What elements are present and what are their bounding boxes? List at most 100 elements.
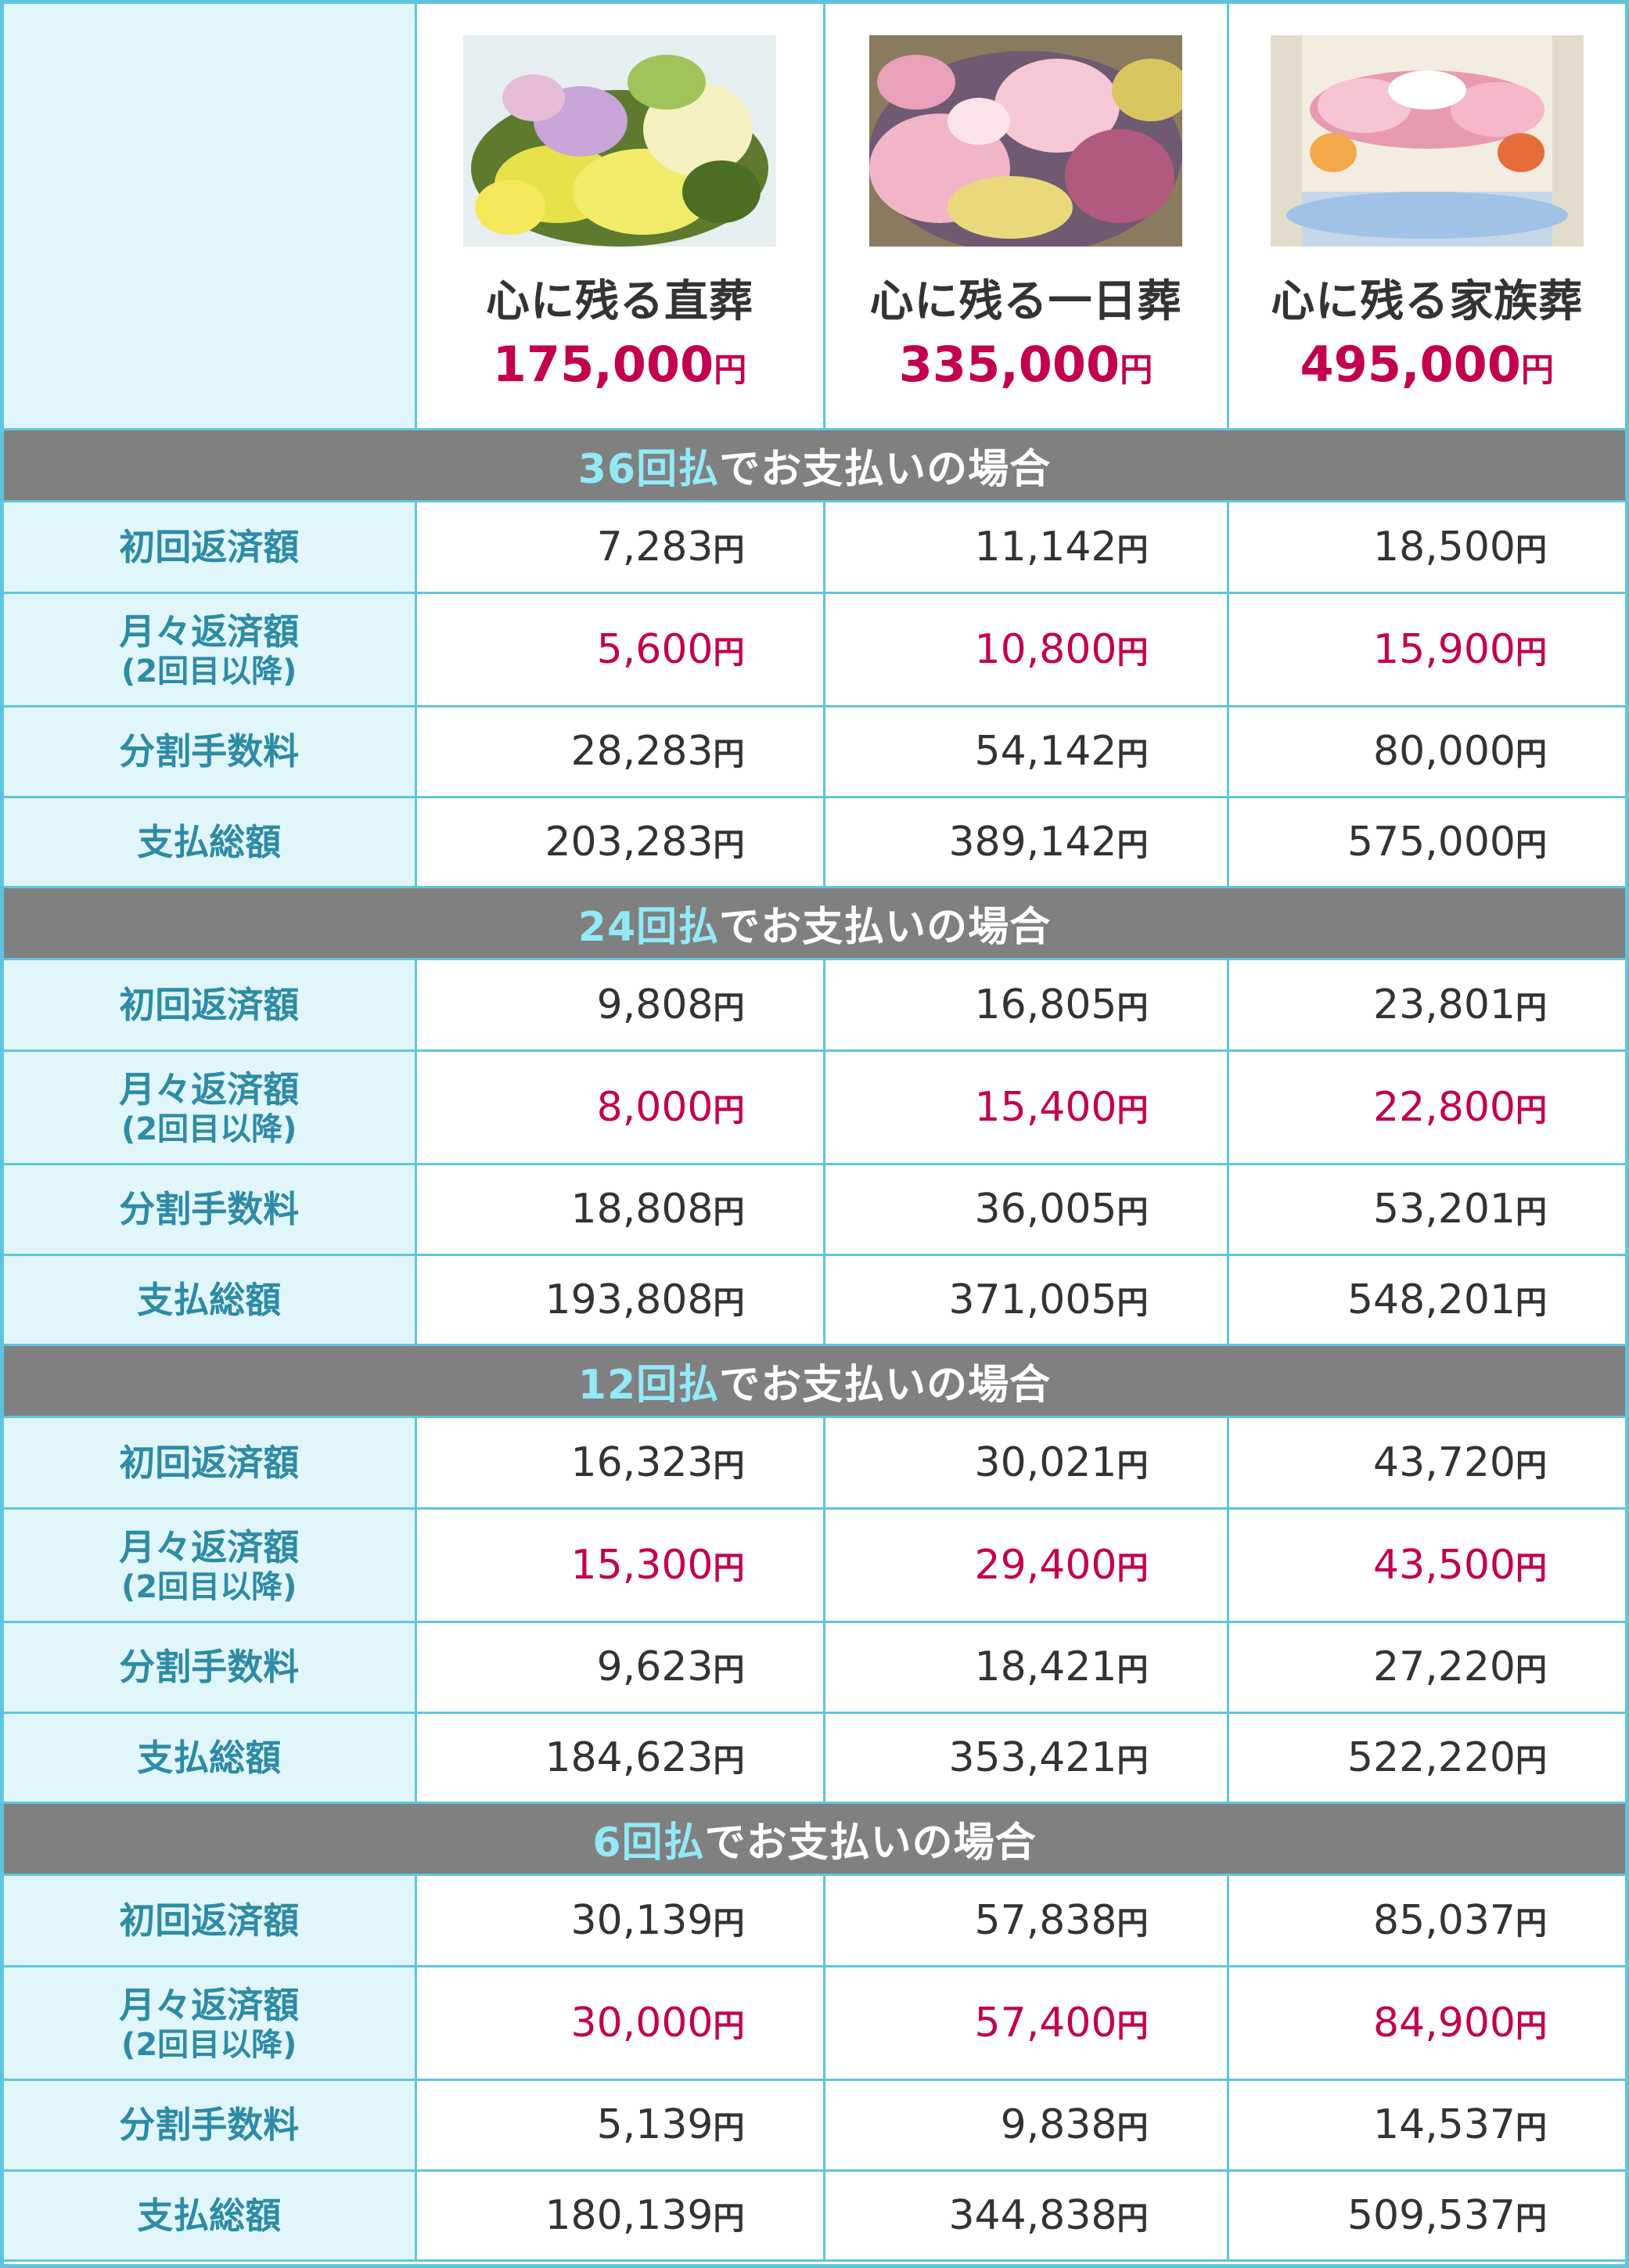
yen-unit: 円 xyxy=(1516,1550,1547,1586)
row-label: 分割手数料 xyxy=(4,1162,417,1256)
section-heading-text: 36回払でお支払いの場合 xyxy=(578,446,1051,493)
row-label-text: 月々返済額 xyxy=(119,1983,300,2026)
amount-value: 15,900 xyxy=(1373,625,1516,673)
yen-unit: 円 xyxy=(713,1742,745,1779)
amount-value: 8,000 xyxy=(596,1083,714,1131)
amount-value: 548,201 xyxy=(1347,1276,1516,1323)
yen-unit: 円 xyxy=(1117,1550,1149,1586)
section-heading: 6回払でお支払いの場合 xyxy=(4,1801,1625,1876)
row-label-subtext: (2回目以降) xyxy=(121,1568,297,1605)
yen-unit: 円 xyxy=(1516,634,1547,671)
yen-unit: 円 xyxy=(713,736,745,772)
amount-cell: 180,139円 xyxy=(414,2169,825,2262)
amount-cell: 54,142円 xyxy=(822,704,1229,798)
amount-cell: 29,400円 xyxy=(822,1507,1229,1623)
table-row-total: 支払総額 180,139円 344,838円 509,537円 xyxy=(4,2169,1625,2262)
row-label-text: 分割手数料 xyxy=(119,730,300,772)
amount-cell: 10,800円 xyxy=(822,591,1229,707)
yen-unit: 円 xyxy=(1117,1652,1149,1688)
amount-value: 23,801 xyxy=(1373,981,1516,1028)
yen-unit: 円 xyxy=(713,2007,745,2044)
amount-cell: 27,220円 xyxy=(1226,1620,1625,1714)
amount-cell: 57,400円 xyxy=(822,1964,1229,2081)
amount-cell: 353,421円 xyxy=(822,1711,1229,1804)
row-label-text: 支払総額 xyxy=(137,1736,282,1779)
row-label: 支払総額 xyxy=(4,1253,417,1346)
plan-photo-chokuso xyxy=(463,35,776,247)
table-row-first: 初回返済額 16,323円 30,021円 43,720円 xyxy=(4,1415,1625,1510)
yen-unit: 円 xyxy=(713,1550,745,1586)
row-label-subtext: (2回目以降) xyxy=(121,653,297,689)
amount-value: 9,623 xyxy=(596,1643,714,1690)
amount-value: 344,838 xyxy=(948,2191,1117,2239)
section-heading-suffix: でお支払いの場合 xyxy=(719,1361,1052,1409)
plan-column-header: 心に残る一日葬 335,000円 xyxy=(822,4,1229,430)
plan-price: 335,000円 xyxy=(898,336,1153,393)
installment-count: 6回払 xyxy=(592,1819,705,1867)
amount-cell: 15,400円 xyxy=(822,1049,1229,1165)
yen-unit: 円 xyxy=(1516,531,1547,568)
amount-cell: 22,800円 xyxy=(1226,1049,1625,1165)
row-label: 初回返済額 xyxy=(4,499,417,594)
yen-unit: 円 xyxy=(1516,989,1547,1026)
row-label-text: 月々返済額 xyxy=(119,610,300,653)
amount-cell: 53,201円 xyxy=(1226,1162,1625,1256)
amount-cell: 11,142円 xyxy=(822,499,1229,594)
row-label-text: 支払総額 xyxy=(137,1278,282,1321)
installment-comparison-table: 心に残る直葬 175,000円 心に残る一日 xyxy=(4,4,1625,2262)
amount-value: 11,142 xyxy=(974,523,1117,571)
amount-value: 7,283 xyxy=(596,523,714,571)
amount-cell: 16,323円 xyxy=(414,1415,825,1510)
yen-unit: 円 xyxy=(1516,2007,1547,2044)
table-row-total: 支払総額 184,623円 353,421円 522,220円 xyxy=(4,1711,1625,1804)
amount-value: 16,805 xyxy=(974,981,1117,1028)
yen-unit: 円 xyxy=(1117,1447,1149,1484)
amount-cell: 15,300円 xyxy=(414,1507,825,1623)
amount-cell: 15,900円 xyxy=(1226,591,1625,707)
installment-section-band: 12回払でお支払いの場合 xyxy=(4,1343,1625,1418)
row-label: 分割手数料 xyxy=(4,2078,417,2172)
amount-cell: 28,283円 xyxy=(414,704,825,798)
yen-unit: 円 xyxy=(1117,2200,1149,2237)
amount-cell: 16,805円 xyxy=(822,957,1229,1052)
table-row-first: 初回返済額 30,139円 57,838円 85,037円 xyxy=(4,1873,1625,1967)
yen-unit: 円 xyxy=(713,826,745,863)
row-label: 分割手数料 xyxy=(4,704,417,798)
row-label: 月々返済額 (2回目以降) xyxy=(4,1964,417,2081)
installment-section-band: 36回払でお支払いの場合 xyxy=(4,427,1625,502)
table-row-total: 支払総額 193,808円 371,005円 548,201円 xyxy=(4,1253,1625,1346)
plan-price: 175,000円 xyxy=(492,336,747,393)
section-heading: 36回払でお支払いの場合 xyxy=(4,427,1625,502)
table-row-monthly: 月々返済額 (2回目以降) 8,000円 15,400円 22,800円 xyxy=(4,1049,1625,1165)
amount-cell: 30,021円 xyxy=(822,1415,1229,1510)
plan-header-row: 心に残る直葬 175,000円 心に残る一日 xyxy=(4,4,1625,430)
amount-value: 57,400 xyxy=(974,1999,1117,2047)
amount-cell: 8,000円 xyxy=(414,1049,825,1165)
table-row-first: 初回返済額 7,283円 11,142円 18,500円 xyxy=(4,499,1625,594)
amount-value: 14,537 xyxy=(1373,2101,1516,2148)
amount-value: 9,808 xyxy=(596,981,714,1028)
amount-value: 371,005 xyxy=(948,1276,1117,1323)
section-heading: 24回払でお支払いの場合 xyxy=(4,885,1625,960)
amount-value: 193,808 xyxy=(545,1276,714,1323)
amount-cell: 85,037円 xyxy=(1226,1873,1625,1967)
row-label-text: 月々返済額 xyxy=(119,1525,300,1568)
amount-value: 53,201 xyxy=(1373,1186,1516,1233)
amount-cell: 9,623円 xyxy=(414,1620,825,1714)
section-heading-suffix: でお支払いの場合 xyxy=(719,445,1052,493)
amount-cell: 575,000円 xyxy=(1226,795,1625,888)
amount-cell: 509,537円 xyxy=(1226,2169,1625,2262)
plan-photo-kazokuso xyxy=(1270,35,1584,247)
plan-column-header: 心に残る家族葬 495,000円 xyxy=(1226,4,1625,430)
row-label-text: 初回返済額 xyxy=(119,1441,300,1484)
plan-name: 心に残る一日葬 xyxy=(869,276,1182,327)
yen-unit: 円 xyxy=(1516,2110,1547,2146)
table-row-total: 支払総額 203,283円 389,142円 575,000円 xyxy=(4,795,1625,888)
row-label-text: 初回返済額 xyxy=(119,983,300,1026)
amount-cell: 43,500円 xyxy=(1226,1507,1625,1623)
amount-value: 28,283 xyxy=(570,728,714,775)
amount-cell: 14,537円 xyxy=(1226,2078,1625,2172)
amount-cell: 18,808円 xyxy=(414,1162,825,1256)
table-row-monthly: 月々返済額 (2回目以降) 5,600円 10,800円 15,900円 xyxy=(4,591,1625,707)
plan-name: 心に残る家族葬 xyxy=(1271,276,1584,327)
